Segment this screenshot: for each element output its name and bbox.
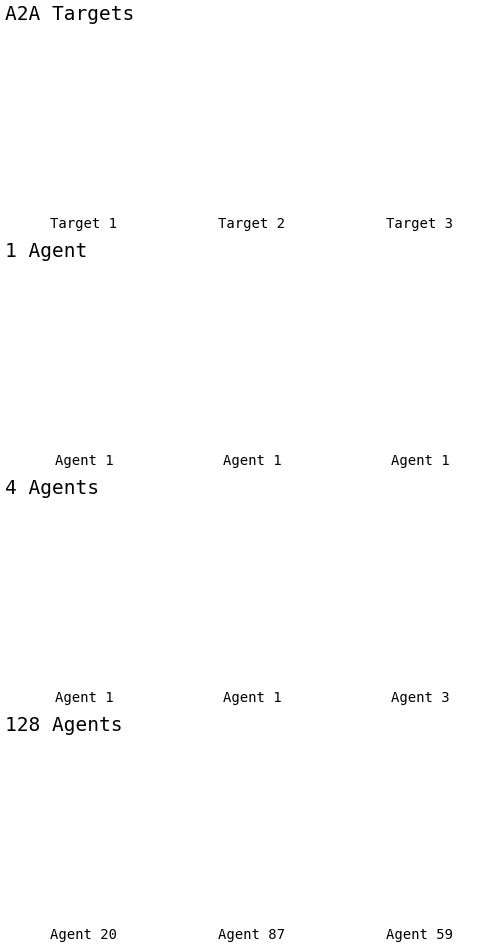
Text: Agent 59: Agent 59 [387, 928, 454, 942]
Text: Agent 3: Agent 3 [391, 691, 449, 705]
Text: Agent 20: Agent 20 [50, 928, 117, 942]
Text: Agent 1: Agent 1 [223, 454, 281, 468]
Text: Target 1: Target 1 [50, 217, 117, 231]
Text: Agent 1: Agent 1 [55, 691, 113, 705]
Text: A2A Targets: A2A Targets [5, 5, 134, 24]
Text: 128 Agents: 128 Agents [5, 716, 122, 735]
Text: Agent 1: Agent 1 [223, 691, 281, 705]
Text: Target 2: Target 2 [219, 217, 285, 231]
Text: Target 3: Target 3 [387, 217, 454, 231]
Text: 4 Agents: 4 Agents [5, 479, 99, 498]
Text: Agent 87: Agent 87 [219, 928, 285, 942]
Text: 1 Agent: 1 Agent [5, 242, 87, 261]
Text: Agent 1: Agent 1 [55, 454, 113, 468]
Text: Agent 1: Agent 1 [391, 454, 449, 468]
